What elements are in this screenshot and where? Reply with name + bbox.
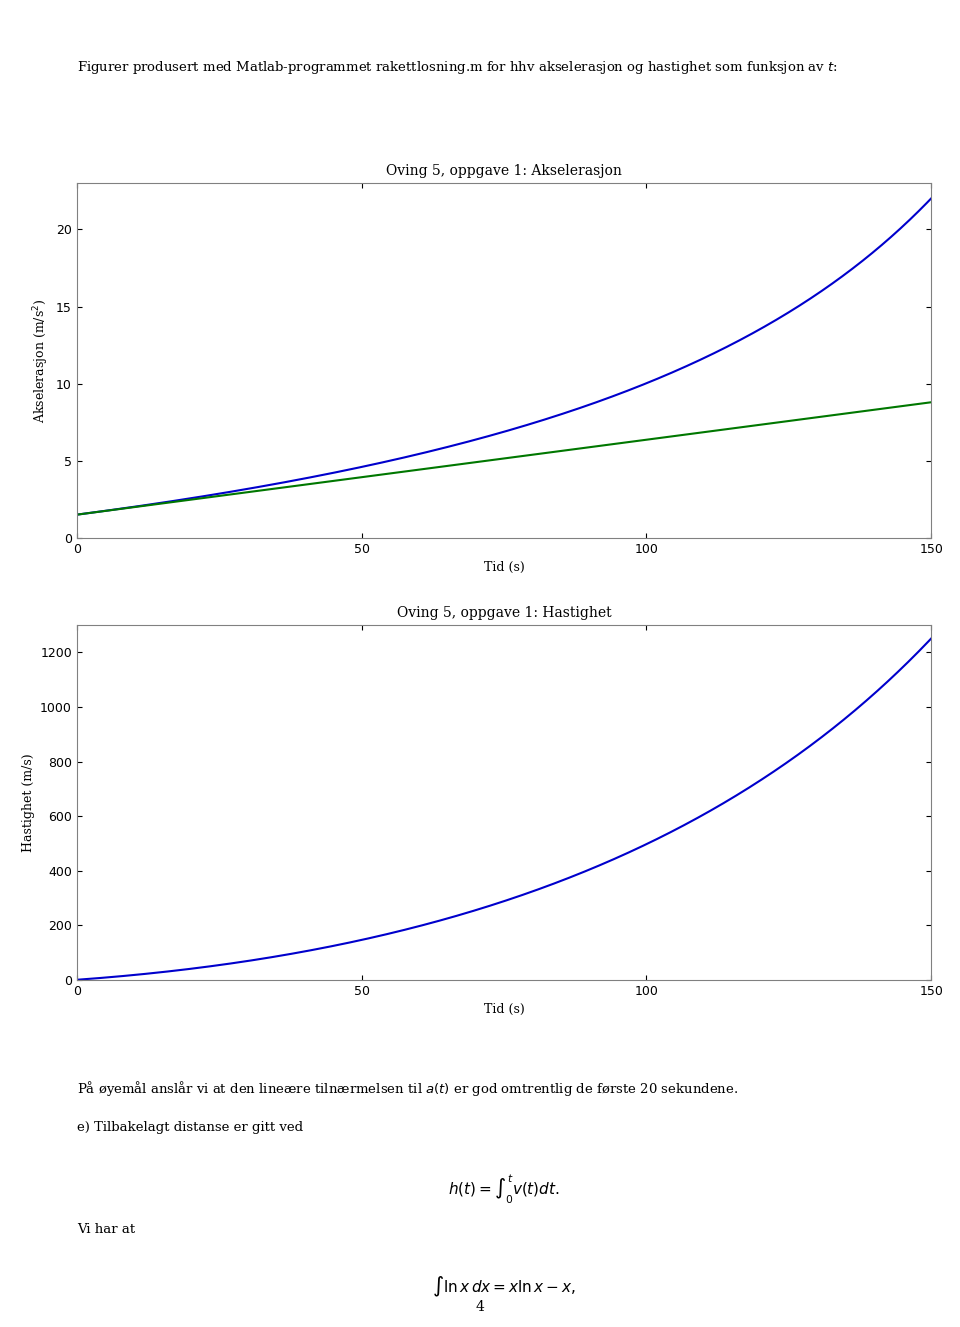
Text: Vi har at: Vi har at xyxy=(77,1223,135,1237)
Text: $\int \ln x\, dx = x \ln x - x,$: $\int \ln x\, dx = x \ln x - x,$ xyxy=(432,1275,576,1299)
Y-axis label: Hastighet (m/s): Hastighet (m/s) xyxy=(21,754,35,852)
Text: $h(t) = \int_0^t v(t)dt.$: $h(t) = \int_0^t v(t)dt.$ xyxy=(448,1172,560,1205)
Title: Oving 5, oppgave 1: Hastighet: Oving 5, oppgave 1: Hastighet xyxy=(396,606,612,620)
Text: Figurer produsert med Matlab-programmet rakettlosning.m for hhv akselerasjon og : Figurer produsert med Matlab-programmet … xyxy=(77,60,837,77)
Text: e) Tilbakelagt distanse er gitt ved: e) Tilbakelagt distanse er gitt ved xyxy=(77,1121,303,1133)
Text: På øyemål anslår vi at den lineære tilnærmelsen til $a(t)$ er god omtrentlig de : På øyemål anslår vi at den lineære tilnæ… xyxy=(77,1079,738,1097)
Text: 4: 4 xyxy=(475,1299,485,1314)
X-axis label: Tid (s): Tid (s) xyxy=(484,1003,524,1016)
Title: Oving 5, oppgave 1: Akselerasjon: Oving 5, oppgave 1: Akselerasjon xyxy=(386,163,622,178)
X-axis label: Tid (s): Tid (s) xyxy=(484,561,524,575)
Y-axis label: Akselerasjon (m/s$^2$): Akselerasjon (m/s$^2$) xyxy=(31,299,51,423)
